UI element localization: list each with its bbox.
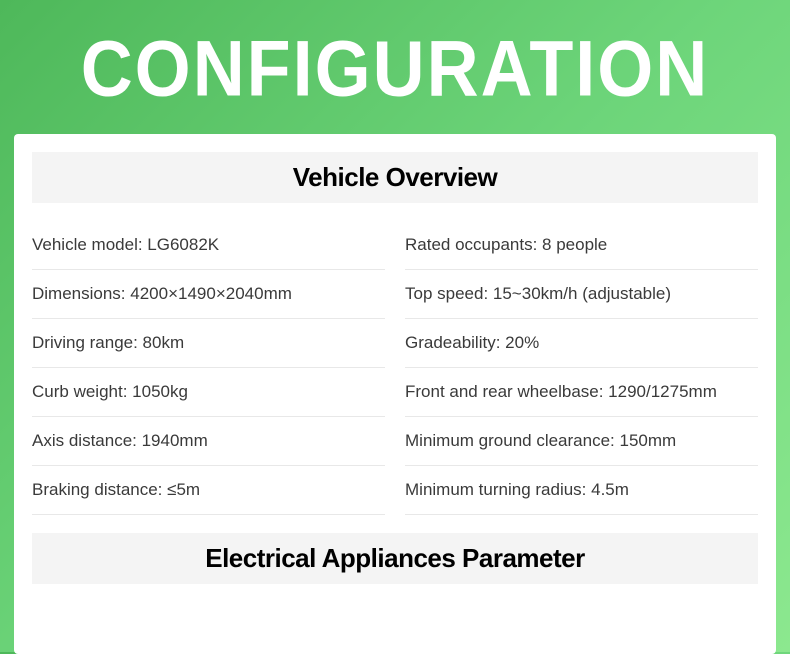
page-title: CONFIGURATION [0,0,790,141]
spec-grid-vehicle-overview: Vehicle model: LG6082K Rated occupants: … [32,221,758,515]
spec-ground-clearance: Minimum ground clearance: 150mm [405,417,758,466]
config-card: Vehicle Overview Vehicle model: LG6082K … [14,134,776,654]
spec-gradeability: Gradeability: 20% [405,319,758,368]
spec-rated-occupants: Rated occupants: 8 people [405,221,758,270]
spec-dimensions: Dimensions: 4200×1490×2040mm [32,270,385,319]
spec-turning-radius: Minimum turning radius: 4.5m [405,466,758,515]
spec-wheelbase: Front and rear wheelbase: 1290/1275mm [405,368,758,417]
spec-curb-weight: Curb weight: 1050kg [32,368,385,417]
section-header-vehicle-overview: Vehicle Overview [32,152,758,203]
spec-top-speed: Top speed: 15~30km/h (adjustable) [405,270,758,319]
section-header-electrical: Electrical Appliances Parameter [32,533,758,584]
spec-driving-range: Driving range: 80km [32,319,385,368]
spec-braking-distance: Braking distance: ≤5m [32,466,385,515]
spec-axis-distance: Axis distance: 1940mm [32,417,385,466]
spec-vehicle-model: Vehicle model: LG6082K [32,221,385,270]
